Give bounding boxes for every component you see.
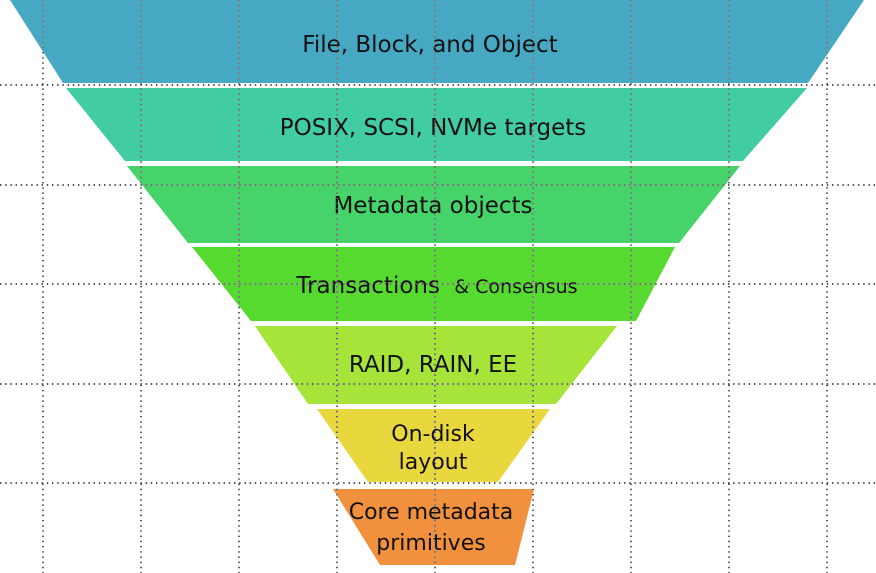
funnel-layer-on-disk-layout (317, 409, 550, 482)
layer-label-core-metadata: Core metadata (349, 500, 514, 525)
layer-label-metadata-objects: Metadata objects (333, 193, 532, 219)
funnel-layer-posix-scsi-nvme (66, 88, 807, 161)
layer-label-raid-rain-ee: RAID, RAIN, EE (349, 352, 517, 378)
funnel-layers (10, 0, 864, 565)
funnel-layer-transactions-consensus (192, 247, 675, 321)
layer-label-layout: layout (399, 450, 468, 475)
funnel-layer-file-block-object (10, 0, 864, 83)
layer-label-file-block-object: File, Block, and Object (302, 32, 557, 58)
layer-label-transactions-main: Transactions (295, 273, 440, 299)
funnel-layer-metadata-objects (127, 166, 740, 243)
funnel-layer-core-metadata-primitives (333, 489, 534, 565)
layer-label-on-disk: On-disk (391, 422, 475, 447)
funnel-labels: File, Block, and Object POSIX, SCSI, NVM… (280, 32, 587, 556)
layer-label-transactions-consensus: Transactions & Consensus (295, 273, 577, 299)
layer-label-consensus-suffix: & Consensus (454, 276, 577, 298)
layer-label-posix-scsi-nvme: POSIX, SCSI, NVMe targets (280, 115, 587, 141)
layer-label-primitives: primitives (376, 531, 485, 556)
